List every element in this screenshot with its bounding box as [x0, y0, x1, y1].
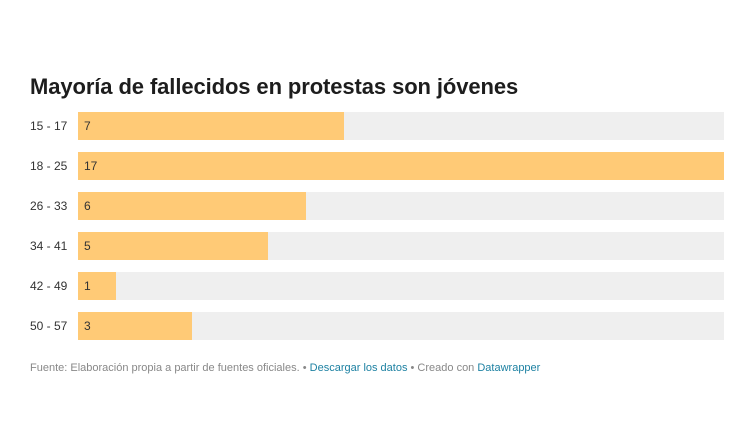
bar-row: 50 - 57 3	[30, 312, 726, 340]
bar	[78, 152, 724, 180]
bar	[78, 272, 116, 300]
data-label: 6	[84, 199, 91, 213]
category-label: 15 - 17	[30, 119, 68, 133]
bar-row: 34 - 41 5	[30, 232, 726, 260]
data-label: 5	[84, 239, 91, 253]
bar-track: 1	[78, 272, 724, 300]
chart-footer: Fuente: Elaboración propia a partir de f…	[30, 362, 540, 374]
category-label: 18 - 25	[30, 159, 68, 173]
bar-row: 42 - 49 1	[30, 272, 726, 300]
data-label: 7	[84, 119, 91, 133]
bar-row: 18 - 25 17	[30, 152, 726, 180]
category-label: 50 - 57	[30, 319, 68, 333]
data-label: 17	[84, 159, 98, 173]
source-note: Fuente: Elaboración propia a partir de f…	[30, 362, 300, 374]
bar	[78, 192, 306, 220]
bar-track: 5	[78, 232, 724, 260]
category-label: 34 - 41	[30, 239, 68, 253]
bar	[78, 312, 192, 340]
footer-separator: •	[299, 362, 310, 374]
bar-track: 3	[78, 312, 724, 340]
bar	[78, 232, 268, 260]
bar-row: 26 - 33 6	[30, 192, 726, 220]
category-label: 42 - 49	[30, 279, 68, 293]
data-label: 1	[84, 279, 91, 293]
bar-track: 17	[78, 152, 724, 180]
chart-title: Mayoría de fallecidos en protestas son j…	[30, 74, 519, 99]
footer-created-with: • Creado con	[407, 362, 478, 374]
download-data-link[interactable]: Descargar los datos	[309, 362, 408, 374]
datawrapper-link[interactable]: Datawrapper	[477, 362, 541, 374]
bar	[78, 112, 344, 140]
bar-row: 15 - 17 7	[30, 112, 726, 140]
bar-track: 6	[78, 192, 724, 220]
data-label: 3	[84, 319, 91, 333]
bar-chart: 15 - 17 7 18 - 25 17 26 - 33 6 34 - 41 5 42 - 49…	[30, 112, 726, 340]
category-label: 26 - 33	[30, 199, 68, 213]
bar-track: 7	[78, 112, 724, 140]
